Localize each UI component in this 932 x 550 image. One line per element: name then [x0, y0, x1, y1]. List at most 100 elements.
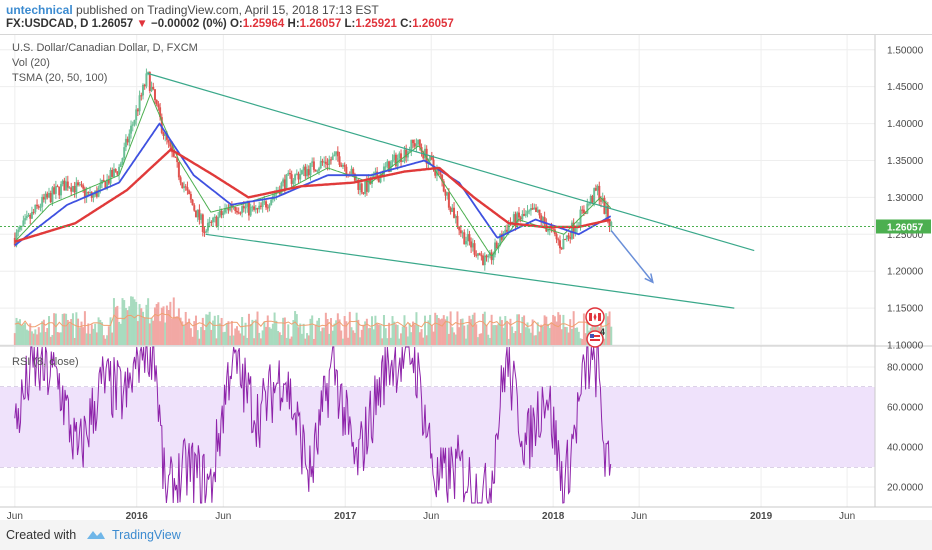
volume-bar [475, 324, 478, 345]
chart-area[interactable]: 1.50000 1.45000 1.40000 1.35000 1.30000 1.250… [0, 34, 932, 522]
volume-bar [280, 335, 283, 345]
candle-body [206, 222, 209, 231]
volume-bar [379, 325, 382, 345]
volume-bar [85, 333, 88, 345]
volume-bar [297, 327, 300, 345]
volume-bar [261, 330, 264, 345]
volume-bar [169, 301, 172, 345]
candle-body [570, 222, 573, 239]
candle-body [234, 207, 237, 211]
candle-body [82, 185, 85, 189]
volume-bar [610, 326, 613, 345]
volume-bar [516, 314, 519, 345]
volume-bar [499, 316, 502, 345]
close-label: C: [400, 18, 413, 30]
volume-bar [461, 318, 464, 345]
candle-body [338, 156, 341, 165]
candle-body [261, 201, 264, 207]
volume-bar [181, 321, 184, 345]
candle-body [357, 179, 360, 190]
candle-body [384, 166, 387, 168]
volume-bar [447, 333, 450, 345]
candle-body [256, 208, 259, 210]
volume-bar [30, 331, 33, 345]
us-flag-icon[interactable] [586, 330, 604, 348]
candle-body [246, 202, 249, 207]
candle-body [459, 230, 462, 234]
volume-bar [412, 321, 415, 345]
volume-bar [65, 313, 68, 345]
volume-bar [87, 323, 90, 345]
candle-body [167, 139, 170, 143]
candle-body [328, 159, 331, 165]
candle-body [329, 159, 332, 161]
volume-bar [394, 324, 397, 345]
candle-body [331, 156, 334, 161]
author-link[interactable]: untechnical [6, 3, 73, 17]
volume-bar [446, 316, 449, 345]
volume-bar [577, 331, 580, 345]
candle-body [273, 194, 276, 197]
candle-body [523, 213, 526, 216]
candle-body [177, 162, 180, 178]
chart-svg[interactable]: 1.50000 1.45000 1.40000 1.35000 1.30000 1.250… [0, 35, 932, 522]
volume-bar [92, 328, 95, 345]
volume-bar [357, 319, 360, 345]
volume-bar [217, 315, 220, 345]
volume-bar [130, 296, 133, 345]
volume-bar [314, 324, 317, 345]
volume-bar [220, 317, 223, 345]
candle-body [254, 208, 257, 210]
volume-bar [326, 319, 329, 345]
volume-bar [171, 318, 174, 345]
candle-body [232, 207, 235, 209]
candle-body [56, 186, 59, 188]
volume-bar [372, 329, 375, 345]
low-value: 1.25921 [355, 18, 397, 30]
volume-bar [89, 333, 92, 345]
volume-bar [174, 316, 177, 345]
tradingview-brand-link[interactable]: TradingView [112, 528, 181, 542]
open-label: O: [229, 18, 243, 30]
candle-body [521, 213, 524, 220]
volume-bar [569, 319, 572, 345]
volume-bar [355, 312, 358, 345]
candle-body [341, 164, 344, 167]
volume-bar [282, 317, 285, 345]
candle-body [531, 208, 534, 210]
volume-bar [430, 324, 433, 345]
volume-bar [502, 327, 505, 345]
volume-bar [439, 319, 442, 345]
candle-body [364, 180, 367, 194]
volume-bar [543, 315, 546, 345]
candle-body [123, 147, 126, 159]
candle-body [54, 186, 57, 194]
volume-bar [444, 319, 447, 345]
candle-body [345, 166, 348, 175]
volume-bar [381, 338, 384, 345]
candle-body [25, 216, 28, 219]
volume-bar [24, 322, 27, 345]
volume-bar [506, 322, 509, 345]
candle-body [118, 167, 121, 175]
sma20-line [14, 93, 612, 257]
volume-bar [70, 319, 73, 345]
volume-bar [507, 338, 510, 345]
volume-bar [109, 317, 112, 345]
volume-bar [218, 323, 221, 345]
volume-bar [77, 318, 80, 345]
volume-bar [155, 303, 158, 345]
volume-bar [456, 311, 459, 345]
candle-body [312, 161, 315, 170]
volume-bar [80, 321, 83, 345]
candle-body [439, 170, 442, 175]
volume-bar [562, 314, 565, 345]
candle-body [307, 169, 310, 176]
volume-bar [97, 317, 100, 345]
volume-bar [316, 320, 319, 345]
volume-bar [27, 330, 30, 345]
volume-bar [208, 311, 211, 345]
volume-bar [71, 313, 74, 345]
volume-bar [425, 335, 428, 345]
canada-flag-icon[interactable] [585, 307, 605, 327]
